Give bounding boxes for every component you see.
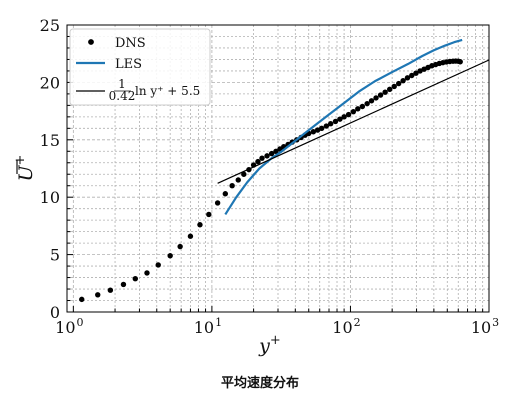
dns-point [364,100,370,107]
dns-point [144,270,150,276]
dns-point [167,253,173,259]
dns-point [368,98,375,104]
dns-point [264,153,270,159]
legend-loglaw-tail: ln y⁺ + 5.5 [135,84,200,98]
legend-box [69,28,211,106]
legend-loglaw-denominator: 0.42 [109,89,136,103]
dns-point [241,171,247,177]
y-tick-label: 0 [50,303,60,322]
dns-point [355,106,361,112]
dns-point [222,191,229,197]
y-tick-label: 5 [50,246,60,265]
dns-point [337,116,343,122]
x-tick-label: 101 [194,316,222,337]
figure-caption: 平均速度分布 [220,376,299,391]
dns-point [259,155,265,161]
dns-point [273,148,279,154]
y-tick-label: 15 [40,131,60,150]
dns-point [187,233,194,239]
svg-text:U+: U+ [13,155,37,182]
dns-point [255,158,261,165]
dns-point [155,262,161,268]
y-tick-label: 25 [40,16,60,35]
dns-point [373,95,379,101]
log-law-line [217,59,490,184]
chart: 0 5 10 15 20 25 100 101 102 103 y+ U+ DNS LES 1 0… [13,16,500,357]
dns-point [268,150,275,157]
dns-point [327,121,334,127]
dns-point [457,59,463,65]
dns-point [387,86,393,92]
dns-point [214,200,221,206]
legend-loglaw-label: 1 0.42 ln y⁺ + 5.5 [109,77,201,103]
dns-point [323,123,330,129]
dns-point [345,111,352,118]
dns-point [382,89,388,95]
x-axis-label: y+ [258,333,281,357]
series-2 [217,59,490,184]
dns-point [409,72,415,79]
series-0 [79,58,463,303]
dns-point [235,177,241,183]
x-tick-label: 102 [332,316,360,337]
legend-dns-label: DNS [115,36,146,51]
dns-point [400,77,406,84]
dns-point [132,276,138,282]
dns-point [391,83,397,90]
dns-point [350,108,357,115]
tick-labels: 0 5 10 15 20 25 100 101 102 103 [40,16,500,337]
dns-point [177,243,183,250]
dns-point [359,103,366,110]
series-1 [224,38,463,216]
dns-point [107,287,114,293]
y-tick-label: 20 [40,73,60,92]
x-tick-label: 100 [55,316,83,337]
legend-loglaw-numerator: 1 [118,77,126,91]
legend-les-label: LES [115,57,142,72]
dns-point [396,80,402,87]
dns-point [206,211,212,218]
dns-point [310,129,317,135]
les-line [224,38,463,216]
dns-point [377,92,384,98]
dns-point [332,118,339,125]
y-axis-label: U+ [13,155,37,182]
dns-point [79,296,85,303]
dns-point [413,70,419,76]
dns-point [197,222,203,228]
dns-point [120,281,127,288]
dns-point [341,114,347,120]
legend-dns-marker [88,39,94,45]
y-tick-label: 10 [40,188,60,207]
dns-point [95,292,101,298]
series-layer [79,38,490,303]
dns-point [404,75,411,81]
x-tick-label: 103 [471,316,499,337]
dns-point [229,183,235,189]
dns-point [318,125,325,132]
legend: DNS LES 1 0.42 ln y⁺ + 5.5 [69,28,211,106]
